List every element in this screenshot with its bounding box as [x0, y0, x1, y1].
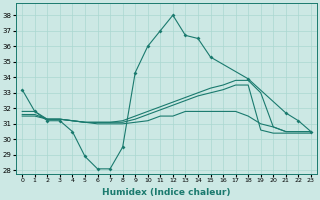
X-axis label: Humidex (Indice chaleur): Humidex (Indice chaleur): [102, 188, 231, 197]
